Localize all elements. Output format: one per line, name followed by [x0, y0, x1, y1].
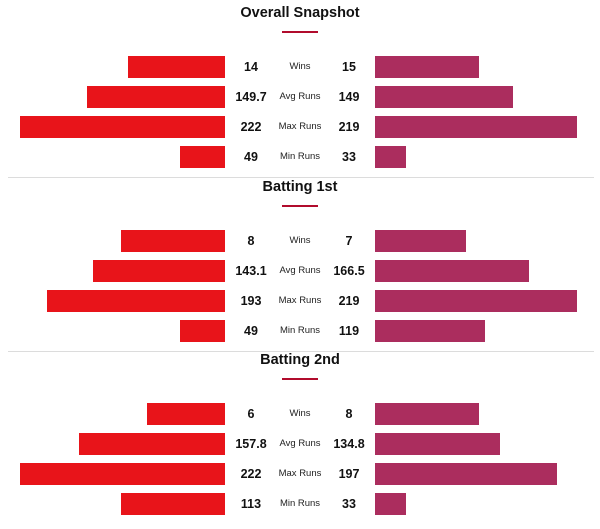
- section-title: Overall Snapshot: [240, 5, 360, 21]
- team2-value: 134.8: [333, 437, 365, 451]
- team2-bar: [375, 403, 479, 425]
- stat-label: Avg Runs: [279, 265, 321, 276]
- team2-bar: [375, 56, 479, 78]
- stat-label: Max Runs: [278, 295, 322, 306]
- stat-label: Max Runs: [278, 468, 322, 479]
- team2-value: 149: [338, 90, 360, 104]
- team2-bar: [375, 290, 577, 312]
- stat-row-wins: 8 Wins 7: [0, 230, 600, 252]
- team2-bar: [375, 116, 577, 138]
- team1-bar: [121, 230, 225, 252]
- team1-bar: [79, 433, 225, 455]
- team1-value: 49: [244, 150, 258, 164]
- stat-row-max-runs: 222 Max Runs 219: [0, 116, 600, 138]
- team2-bar: [375, 493, 406, 515]
- stat-label: Wins: [289, 61, 311, 72]
- team2-value: 33: [342, 150, 356, 164]
- team1-bar: [147, 403, 225, 425]
- team2-bar: [375, 230, 466, 252]
- stat-label: Min Runs: [279, 325, 321, 336]
- team2-value: 15: [342, 60, 356, 74]
- stat-row-min-runs: 49 Min Runs 119: [0, 320, 600, 342]
- team1-value: 149.7: [235, 90, 267, 104]
- team1-bar: [93, 260, 225, 282]
- team1-value: 113: [240, 497, 262, 511]
- team1-value: 49: [244, 324, 258, 338]
- team1-value: 222: [240, 467, 262, 481]
- stat-label: Avg Runs: [279, 91, 321, 102]
- stat-label: Min Runs: [279, 151, 321, 162]
- team1-bar: [20, 463, 225, 485]
- team2-bar: [375, 463, 557, 485]
- section-title: Batting 1st: [262, 179, 338, 195]
- stat-label: Wins: [289, 408, 311, 419]
- team2-value: 219: [338, 120, 360, 134]
- stat-row-min-runs: 49 Min Runs 33: [0, 146, 600, 168]
- team2-value: 33: [342, 497, 356, 511]
- section-title: Batting 2nd: [260, 352, 340, 368]
- stat-row-avg-runs: 157.8 Avg Runs 134.8: [0, 433, 600, 455]
- team1-bar: [180, 146, 225, 168]
- team2-bar: [375, 146, 406, 168]
- stat-label: Avg Runs: [279, 438, 321, 449]
- stat-label: Wins: [289, 235, 311, 246]
- title-underline: [282, 205, 318, 207]
- team2-bar: [375, 260, 529, 282]
- team2-value: 119: [338, 324, 360, 338]
- stat-row-max-runs: 222 Max Runs 197: [0, 463, 600, 485]
- title-underline: [282, 378, 318, 380]
- team1-value: 6: [247, 407, 255, 421]
- team1-value: 222: [240, 120, 262, 134]
- stat-row-min-runs: 113 Min Runs 33: [0, 493, 600, 515]
- team1-value: 14: [244, 60, 258, 74]
- team1-bar: [128, 56, 225, 78]
- stat-row-avg-runs: 149.7 Avg Runs 149: [0, 86, 600, 108]
- team2-value: 7: [345, 234, 353, 248]
- stat-label: Max Runs: [278, 121, 322, 132]
- team1-value: 157.8: [235, 437, 267, 451]
- title-underline: [282, 31, 318, 33]
- team2-value: 219: [338, 294, 360, 308]
- stat-row-wins: 6 Wins 8: [0, 403, 600, 425]
- team1-bar: [87, 86, 225, 108]
- team2-bar: [375, 86, 513, 108]
- team2-bar: [375, 320, 485, 342]
- stat-row-wins: 14 Wins 15: [0, 56, 600, 78]
- team2-bar: [375, 433, 500, 455]
- team1-bar: [121, 493, 225, 515]
- team1-value: 8: [247, 234, 255, 248]
- stat-row-avg-runs: 143.1 Avg Runs 166.5: [0, 260, 600, 282]
- team2-value: 8: [345, 407, 353, 421]
- team1-bar: [47, 290, 225, 312]
- team1-value: 143.1: [235, 264, 267, 278]
- team1-bar: [180, 320, 225, 342]
- stat-label: Min Runs: [279, 498, 321, 509]
- stat-row-max-runs: 193 Max Runs 219: [0, 290, 600, 312]
- team1-value: 193: [240, 294, 262, 308]
- section-divider: [8, 351, 594, 352]
- team2-value: 166.5: [333, 264, 365, 278]
- team2-value: 197: [338, 467, 360, 481]
- team1-bar: [20, 116, 225, 138]
- section-divider: [8, 177, 594, 178]
